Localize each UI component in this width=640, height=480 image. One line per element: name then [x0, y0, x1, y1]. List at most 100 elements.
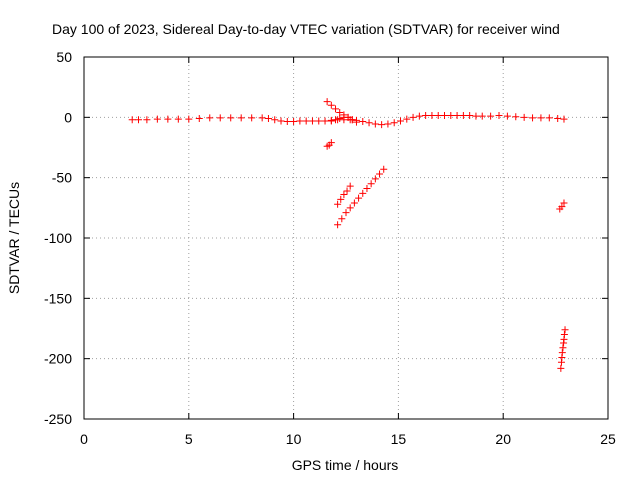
data-point: [560, 199, 568, 207]
series-arc-d: [556, 199, 568, 213]
data-point: [557, 364, 565, 372]
data-point: [415, 112, 423, 120]
x-tick-label: 10: [286, 431, 302, 447]
data-point: [315, 117, 323, 125]
y-axis-title: SDTVAR / TECUs: [6, 182, 22, 294]
series-short-arc-a: [323, 139, 335, 150]
data-point: [342, 209, 350, 217]
y-tick-label: -50: [52, 170, 72, 186]
series-spike-down: [327, 113, 360, 126]
y-tick-label: -200: [44, 351, 72, 367]
data-point: [559, 344, 567, 352]
data-point: [560, 331, 568, 339]
data-point: [277, 117, 285, 125]
y-tick-labels: -250 -200 -150 -100 -50 0 50: [44, 49, 72, 427]
data-point: [441, 112, 449, 120]
chart-title: Day 100 of 2023, Sidereal Day-to-day VTE…: [52, 21, 560, 37]
data-point: [371, 120, 379, 128]
data-point: [327, 139, 335, 147]
data-point: [495, 112, 503, 120]
data-point: [336, 115, 344, 123]
y-tick-label: 50: [56, 49, 72, 65]
data-point: [378, 121, 386, 129]
data-point: [371, 175, 379, 183]
data-point: [365, 119, 373, 127]
data-point: [164, 115, 172, 123]
data-point: [337, 195, 345, 203]
data-point: [355, 194, 363, 202]
data-point: [459, 112, 467, 120]
data-point: [134, 116, 142, 124]
data-point: [537, 114, 545, 122]
y-tick-label: 0: [64, 109, 72, 125]
x-tick-label: 5: [185, 431, 193, 447]
y-tick-label: -100: [44, 230, 72, 246]
data-point: [128, 116, 136, 124]
y-tick-label: -250: [44, 411, 72, 427]
data-point: [332, 105, 340, 113]
data-point: [529, 114, 537, 122]
data-point: [346, 204, 354, 212]
data-point: [195, 115, 203, 123]
data-point: [283, 118, 291, 126]
data-points: [128, 98, 569, 372]
data-point: [561, 326, 569, 334]
data-point: [478, 112, 486, 120]
data-point: [264, 115, 272, 123]
data-point: [352, 118, 360, 126]
grid-lines: [84, 57, 608, 419]
data-point: [560, 115, 568, 123]
x-axis-title: GPS time / hours: [292, 457, 399, 473]
data-point: [409, 113, 417, 121]
data-point: [428, 112, 436, 120]
data-point: [248, 114, 256, 122]
data-point: [363, 185, 371, 193]
data-point: [487, 112, 495, 120]
data-point: [367, 180, 375, 188]
data-point: [558, 349, 566, 357]
plot-frame: [83, 56, 609, 420]
data-point: [466, 112, 474, 120]
data-point: [453, 112, 461, 120]
data-point: [327, 117, 335, 125]
y-tick-label: -150: [44, 290, 72, 306]
data-point: [143, 116, 151, 124]
x-tick-label: 20: [495, 431, 511, 447]
series-arc-b: [334, 182, 354, 208]
data-point: [520, 113, 528, 121]
data-point: [327, 101, 335, 109]
data-point: [296, 117, 304, 125]
data-point: [384, 120, 392, 128]
data-point: [346, 182, 354, 190]
data-point: [258, 114, 266, 122]
data-point: [302, 117, 310, 125]
data-point: [434, 112, 442, 120]
data-point: [503, 112, 511, 120]
x-tick-labels: 0 5 10 15 20 25: [80, 431, 616, 447]
data-point: [472, 112, 480, 120]
data-point: [308, 117, 316, 125]
data-point: [343, 187, 351, 195]
data-point: [558, 203, 566, 211]
data-point: [350, 199, 358, 207]
x-tick-label: 25: [600, 431, 616, 447]
data-point: [334, 221, 342, 229]
data-point: [422, 112, 430, 120]
data-point: [271, 116, 279, 124]
data-point: [380, 165, 388, 173]
data-point: [185, 115, 193, 123]
data-point: [332, 116, 340, 124]
x-tick-label: 0: [80, 431, 88, 447]
data-point: [174, 115, 182, 123]
data-point: [348, 116, 356, 124]
data-point: [359, 118, 367, 126]
data-point: [338, 215, 346, 223]
data-point: [359, 189, 367, 197]
data-point: [334, 200, 342, 208]
data-point: [336, 109, 344, 117]
series-main-trace: [128, 112, 568, 129]
data-point: [545, 114, 553, 122]
data-point: [376, 170, 384, 178]
data-point: [227, 114, 235, 122]
